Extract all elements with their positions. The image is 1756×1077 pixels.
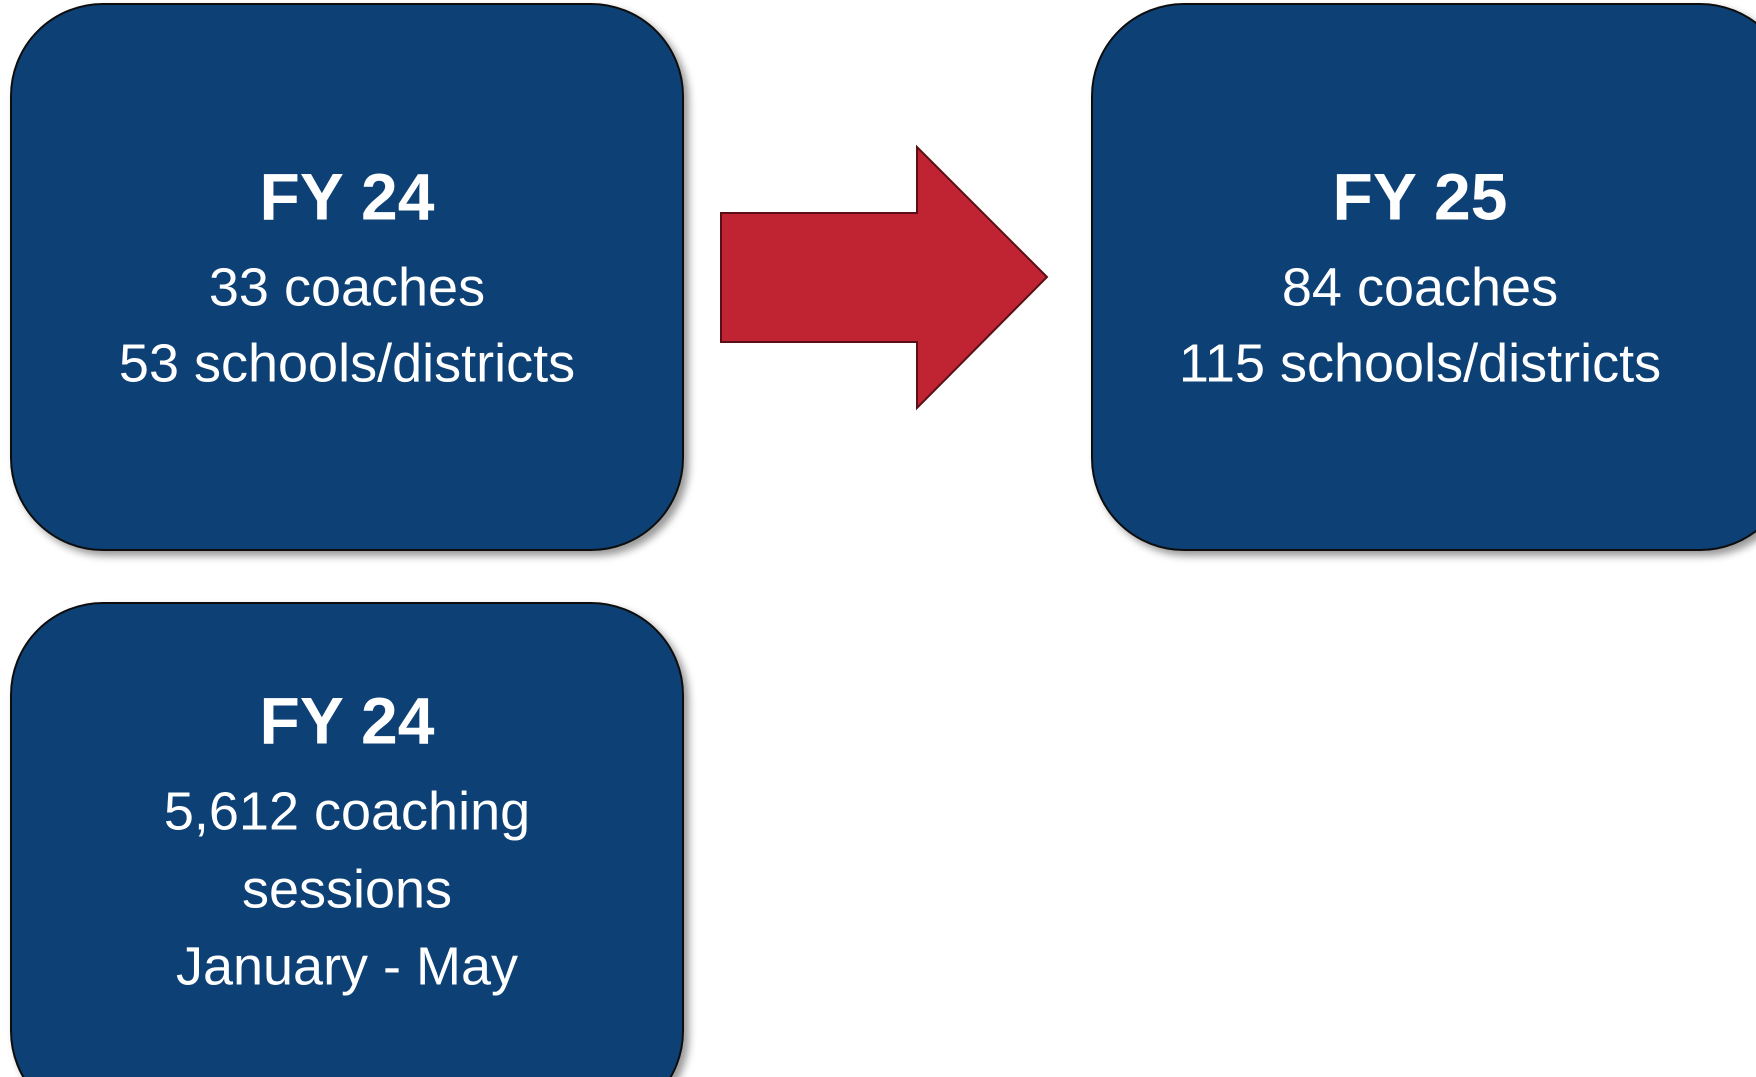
arrow <box>720 144 1049 411</box>
box-line: 53 schools/districts <box>119 333 575 393</box>
box-title: FY 24 <box>260 683 435 757</box>
box <box>10 3 684 551</box>
box-line: 33 coaches <box>209 257 485 317</box>
box-title: FY 24 <box>260 159 435 233</box>
box-line: 5,612 coaching <box>164 781 530 841</box>
box-line: January - May <box>176 936 518 996</box>
box <box>1091 3 1756 551</box>
box-line: sessions <box>242 859 452 919</box>
box-line: 84 coaches <box>1282 257 1558 317</box>
box-line: 115 schools/districts <box>1179 333 1661 393</box>
box <box>10 602 684 1077</box>
box-title: FY 25 <box>1333 159 1508 233</box>
